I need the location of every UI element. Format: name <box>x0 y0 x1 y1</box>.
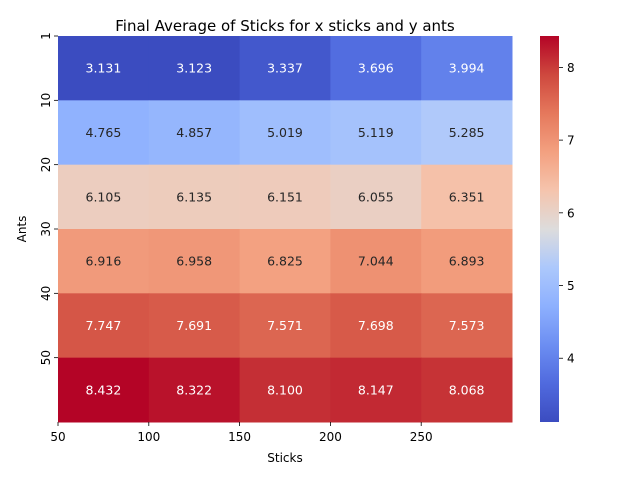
heatmap-value-label: 7.747 <box>86 318 122 333</box>
colorbar-tick-label: 6 <box>567 206 575 220</box>
y-axis-title: Ants <box>15 216 29 243</box>
heatmap-value-label: 6.055 <box>358 189 394 204</box>
heatmap-cell <box>421 100 513 166</box>
heatmap-cells <box>58 36 513 423</box>
heatmap-cell <box>148 293 241 359</box>
y-tick-label: 10 <box>39 93 53 108</box>
y-tick-label: 50 <box>39 350 53 365</box>
colorbar-tick-label: 5 <box>567 279 575 293</box>
x-tick-label: 200 <box>319 430 342 444</box>
heatmap-value-label: 3.131 <box>86 61 122 76</box>
y-axis: 1 10 20 30 40 50 <box>39 32 58 365</box>
heatmap-value-label: 3.994 <box>449 61 485 76</box>
heatmap-cell <box>239 293 331 359</box>
x-axis: 50 100 150 200 250 <box>50 422 433 444</box>
heatmap-cell <box>148 36 241 101</box>
heatmap-value-label: 6.135 <box>176 189 212 204</box>
y-tick-label: 20 <box>39 157 53 172</box>
x-tick-label: 50 <box>50 430 65 444</box>
heatmap-cell <box>58 229 150 294</box>
heatmap-value-label: 7.571 <box>267 318 303 333</box>
heatmap-cell <box>330 164 422 230</box>
heatmap-cell <box>239 229 331 294</box>
chart-title: Final Average of Sticks for x sticks and… <box>115 17 455 35</box>
heatmap-value-label: 6.151 <box>267 189 303 204</box>
heatmap-cell <box>58 36 150 101</box>
heatmap-cell <box>239 357 331 423</box>
heatmap-cell <box>421 357 513 423</box>
heatmap-value-label: 8.432 <box>86 382 122 397</box>
heatmap-cell <box>330 357 422 423</box>
colorbar-gradient <box>540 36 559 422</box>
heatmap-value-label: 6.105 <box>86 189 122 204</box>
heatmap-cell <box>148 164 241 230</box>
heatmap-cell <box>148 229 241 294</box>
heatmap-value-label: 5.285 <box>449 125 485 140</box>
heatmap-value-label: 6.916 <box>86 254 122 269</box>
heatmap-value-label: 7.691 <box>176 318 212 333</box>
heatmap-cell <box>330 36 422 101</box>
colorbar: 4 5 6 7 8 <box>540 36 575 422</box>
heatmap-cell <box>330 293 422 359</box>
heatmap-value-label: 7.573 <box>449 318 485 333</box>
heatmap-cell <box>58 293 150 359</box>
heatmap-value-label: 4.765 <box>86 125 122 140</box>
heatmap-cell <box>58 100 150 166</box>
heatmap-cell <box>148 357 241 423</box>
heatmap-cell <box>239 100 331 166</box>
heatmap-value-label: 3.123 <box>176 61 212 76</box>
heatmap-value-label: 6.958 <box>176 254 212 269</box>
colorbar-tick-label: 7 <box>567 134 575 148</box>
heatmap-value-label: 8.147 <box>358 382 394 397</box>
y-tick-label: 30 <box>39 221 53 236</box>
heatmap-value-label: 3.337 <box>267 61 303 76</box>
heatmap-value-label: 6.893 <box>449 254 485 269</box>
heatmap-cell <box>421 36 513 101</box>
heatmap-cell <box>148 100 241 166</box>
heatmap-cell <box>330 100 422 166</box>
heatmap-cell <box>330 229 422 294</box>
heatmap-cell <box>421 229 513 294</box>
y-tick-label: 1 <box>39 32 53 40</box>
heatmap-value-label: 7.698 <box>358 318 394 333</box>
heatmap-cell <box>58 357 150 423</box>
heatmap-value-label: 3.696 <box>358 61 394 76</box>
heatmap-value-label: 4.857 <box>176 125 212 140</box>
y-tick-label: 40 <box>39 286 53 301</box>
heatmap-cell <box>58 164 150 230</box>
heatmap-value-label: 6.351 <box>449 189 485 204</box>
heatmap-value-label: 5.019 <box>267 125 303 140</box>
colorbar-tick-label: 8 <box>567 61 575 75</box>
heatmap-value-label: 6.825 <box>267 254 303 269</box>
heatmap-cell <box>239 36 331 101</box>
x-axis-title: Sticks <box>267 451 302 465</box>
x-tick-label: 100 <box>137 430 160 444</box>
heatmap-value-label: 8.068 <box>449 382 485 397</box>
heatmap-cell <box>421 164 513 230</box>
heatmap-cell <box>421 293 513 359</box>
x-tick-label: 150 <box>228 430 251 444</box>
colorbar-tick-label: 4 <box>567 352 575 366</box>
heatmap-cell <box>239 164 331 230</box>
heatmap-value-label: 8.100 <box>267 382 303 397</box>
heatmap-value-label: 8.322 <box>176 382 212 397</box>
heatmap-value-label: 5.119 <box>358 125 394 140</box>
heatmap-value-label: 7.044 <box>358 254 394 269</box>
x-tick-label: 250 <box>410 430 433 444</box>
heatmap-value-labels: 3.131 3.123 3.337 3.696 3.994 4.765 4.857 5.019… <box>86 61 485 398</box>
